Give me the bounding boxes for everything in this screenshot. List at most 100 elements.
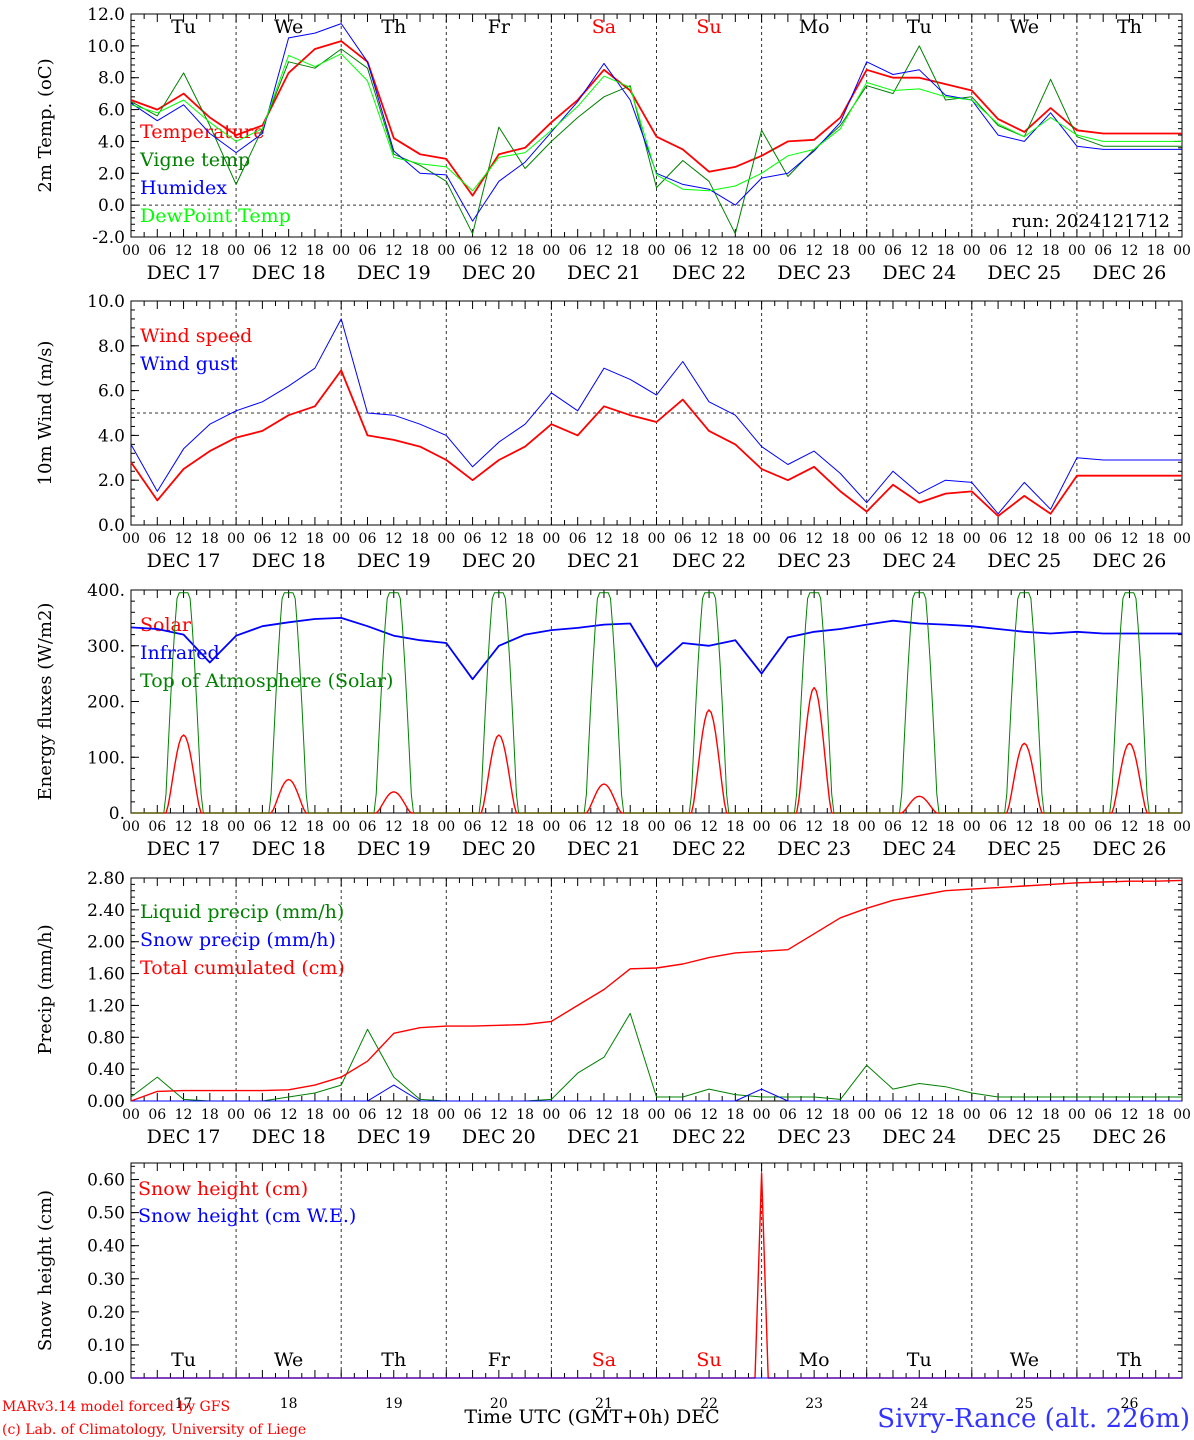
weekday-label: Th [1117, 16, 1142, 38]
legend-entry: Snow precip (mm/h) [140, 929, 336, 951]
hour-tick-label: 06 [359, 243, 377, 259]
hour-tick-label: 06 [148, 819, 166, 835]
day-label: DEC 20 [462, 1126, 536, 1148]
legend-entry: Temperature [140, 121, 264, 143]
hour-tick-label: 00 [1068, 243, 1086, 259]
day-label: DEC 21 [567, 550, 641, 572]
hour-tick-label: 12 [805, 819, 823, 835]
series-line-vigne-temp [130, 45, 1182, 235]
hour-tick-label: 12 [280, 819, 298, 835]
y-tick-label: 10.0 [87, 292, 125, 312]
weekday-label: Tu [171, 1349, 196, 1371]
hour-tick-label: 12 [490, 243, 508, 259]
hour-tick-label: 00 [858, 819, 876, 835]
day-label: DEC 22 [672, 838, 746, 860]
hour-tick-label: 12 [1015, 531, 1033, 547]
footer: MARv3.14 model forced by GFS (c) Lab. of… [2, 1399, 1190, 1438]
hour-tick-label: 18 [937, 819, 955, 835]
day-number: 17 [175, 1396, 193, 1412]
y-tick-label: 0.30 [87, 1270, 125, 1290]
day-label: DEC 24 [882, 550, 956, 572]
y-tick-label: 300. [87, 637, 125, 657]
day-label: DEC 22 [672, 1126, 746, 1148]
hour-tick-label: 12 [595, 819, 613, 835]
hour-tick-label: 06 [464, 243, 482, 259]
hour-tick-label: 06 [989, 531, 1007, 547]
day-label: DEC 17 [147, 262, 221, 284]
hour-tick-label: 18 [516, 1107, 534, 1123]
y-axis-label: Snow height (cm) [35, 1190, 56, 1351]
hour-tick-label: 12 [700, 819, 718, 835]
day-label: DEC 21 [567, 1126, 641, 1148]
hour-tick-label: 18 [1042, 1107, 1060, 1123]
run-annotation: run: 2024121712 [1012, 211, 1170, 232]
weekday-label: Su [696, 1349, 721, 1371]
hour-tick-label: 12 [1015, 819, 1033, 835]
y-tick-label: 0.0 [98, 516, 125, 536]
y-tick-label: 100. [87, 748, 125, 768]
day-label: DEC 26 [1093, 838, 1167, 860]
hour-tick-label: 18 [937, 531, 955, 547]
day-label: DEC 26 [1093, 262, 1167, 284]
y-tick-label: -2.0 [92, 228, 125, 248]
y-axis-label: 2m Temp. (oC) [35, 58, 56, 192]
hour-tick-label: 06 [1094, 819, 1112, 835]
day-label: DEC 20 [462, 550, 536, 572]
hour-tick-label: 00 [1068, 531, 1086, 547]
hour-tick-label: 12 [175, 819, 193, 835]
y-tick-label: 0.50 [87, 1204, 125, 1224]
hour-tick-label: 18 [1042, 531, 1060, 547]
y-tick-label: 0.00 [87, 1369, 125, 1389]
series-line-temperature [130, 40, 1182, 197]
day-label: DEC 26 [1093, 1126, 1167, 1148]
hour-tick-label: 12 [1121, 531, 1139, 547]
day-label: DEC 18 [252, 550, 326, 572]
day-label: DEC 25 [987, 550, 1061, 572]
y-tick-label: 2.80 [87, 869, 125, 889]
hour-tick-label: 06 [359, 819, 377, 835]
legend-entry: Vigne temp [139, 149, 250, 171]
hour-tick-label: 00 [753, 531, 771, 547]
hour-tick-label: 06 [674, 243, 692, 259]
hour-tick-label: 12 [910, 1107, 928, 1123]
hour-tick-label: 12 [490, 819, 508, 835]
panel-wind: 0.0 2.0 4.0 6.0 8.0 10.0 10m Wind (m/s) 00 06 12 1… [35, 292, 1191, 572]
hour-tick-label: 12 [805, 531, 823, 547]
day-label: DEC 22 [672, 262, 746, 284]
hour-tick-label: 12 [805, 1107, 823, 1123]
hour-tick-label: 00 [227, 531, 245, 547]
hour-tick-label: 18 [1147, 243, 1165, 259]
hour-tick-label: 12 [595, 1107, 613, 1123]
hour-tick-label: 18 [201, 819, 219, 835]
day-number: 26 [1121, 1396, 1139, 1412]
day-label: DEC 18 [252, 1126, 326, 1148]
weekday-label: Tu [907, 1349, 932, 1371]
series-line-wind-speed [130, 369, 1182, 517]
weekday-label: Fr [488, 16, 511, 38]
hour-tick-label: 18 [621, 819, 639, 835]
hour-tick-label: 06 [779, 1107, 797, 1123]
hour-tick-label: 12 [910, 243, 928, 259]
hour-tick-label: 00 [1173, 243, 1191, 259]
series-line-snow-precip-mm-h- [131, 1084, 1182, 1102]
panel-precip: 0.00 0.40 0.80 1.20 1.60 2.00 2.40 2.80 Precip (… [35, 869, 1191, 1148]
y-tick-label: 0.0 [98, 196, 125, 216]
panel-flux: 0. 100. 200. 300. 400. Energy fluxes (W/m2) 00… [35, 581, 1191, 860]
y-tick-label: 1.20 [87, 996, 125, 1016]
hour-tick-label: 18 [1042, 819, 1060, 835]
hour-tick-label: 12 [700, 1107, 718, 1123]
hour-tick-label: 18 [306, 243, 324, 259]
y-tick-label: 2.00 [87, 933, 125, 953]
hour-tick-label: 06 [148, 531, 166, 547]
legend-entry: Wind speed [140, 325, 252, 347]
hour-tick-label: 18 [1147, 1107, 1165, 1123]
day-label: DEC 20 [462, 838, 536, 860]
day-label: DEC 17 [147, 550, 221, 572]
hour-tick-label: 18 [621, 243, 639, 259]
hour-tick-label: 18 [201, 1107, 219, 1123]
hour-tick-label: 00 [858, 1107, 876, 1123]
day-number: 24 [910, 1396, 928, 1412]
hour-tick-label: 12 [385, 243, 403, 259]
hour-tick-label: 18 [937, 1107, 955, 1123]
hour-tick-label: 06 [569, 819, 587, 835]
